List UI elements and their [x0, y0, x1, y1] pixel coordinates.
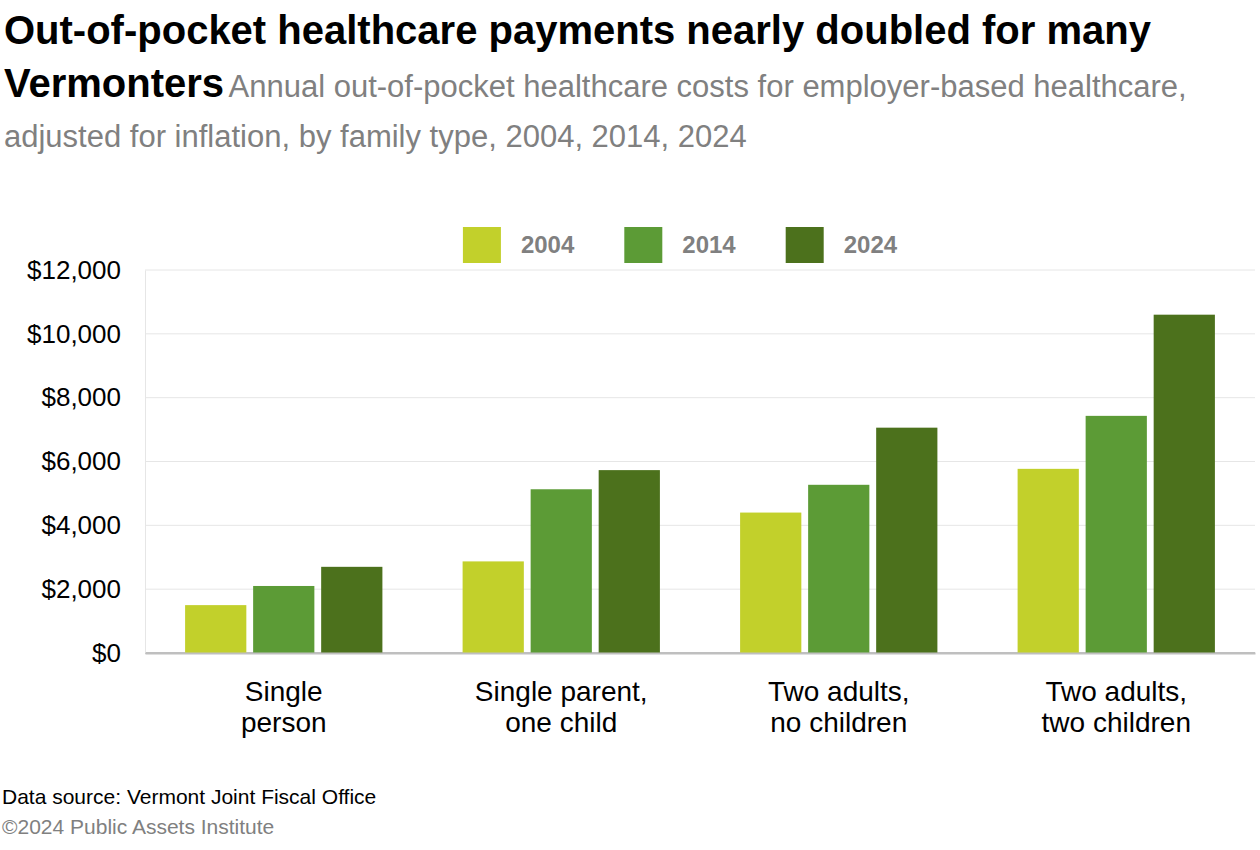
y-axis: $0 $2,000 $4,000 $6,000 $8,000 $10,000 $12,000: [27, 255, 145, 668]
grid-line: [145, 270, 1255, 271]
bar: [876, 428, 937, 653]
source: Data source: Vermont Joint Fiscal Office: [2, 785, 376, 808]
y-tick-label: $12,000: [27, 255, 121, 285]
bar: [1154, 315, 1215, 653]
series: [185, 469, 1079, 653]
x-axis-line: [146, 653, 1256, 655]
y-tick: $10,000: [27, 319, 145, 349]
x-tick-label: Singleperson: [241, 676, 327, 738]
x-tick: Two adults,two children: [1042, 653, 1191, 738]
credit: ©2024 Public Assets Institute: [2, 815, 274, 838]
bars: [185, 315, 1215, 653]
legend-label: 2024: [844, 231, 898, 258]
legend-item: 2014: [624, 227, 736, 263]
y-tick: $2,000: [41, 574, 145, 604]
grid-line: [145, 333, 1255, 334]
legend-swatch: [624, 227, 662, 263]
y-tick: $12,000: [27, 255, 145, 285]
y-tick-label: $6,000: [41, 446, 121, 476]
chart: $0 $2,000 $4,000 $6,000 $8,000 $10,000 $12,000…: [0, 0, 1260, 850]
bar: [185, 605, 246, 653]
y-tick-label: $10,000: [27, 319, 121, 349]
legend: 2004 2014 2024: [463, 227, 898, 263]
x-tick: Singleperson: [241, 653, 327, 738]
legend-item: 2004: [463, 227, 575, 263]
legend-swatch: [786, 227, 824, 263]
y-tick-label: $4,000: [41, 510, 121, 540]
bar: [1086, 416, 1147, 653]
y-tick: $8,000: [41, 382, 145, 412]
series: [321, 315, 1215, 653]
x-tick: Single parent,one child: [475, 653, 648, 738]
x-axis: Singleperson Single parent,one child Two a…: [146, 653, 1256, 738]
x-tick: Two adults,no children: [768, 653, 910, 738]
x-tick-label: Single parent,one child: [475, 676, 648, 738]
legend-item: 2024: [786, 227, 898, 263]
y-tick-label: $2,000: [41, 574, 121, 604]
x-tick-label: Two adults,no children: [768, 676, 910, 738]
y-tick-label: $8,000: [41, 382, 121, 412]
bar: [808, 485, 869, 653]
y-axis-line: [145, 271, 146, 654]
y-tick: $4,000: [41, 510, 145, 540]
y-tick: $6,000: [41, 446, 145, 476]
x-tick-label: Two adults,two children: [1042, 676, 1191, 738]
series: [253, 416, 1147, 653]
legend-label: 2004: [521, 231, 575, 258]
bar: [599, 470, 660, 653]
y-tick: $0: [92, 638, 145, 668]
bar: [531, 489, 592, 653]
bar: [463, 561, 524, 653]
bar: [321, 567, 382, 653]
bar: [253, 586, 314, 653]
legend-label: 2014: [682, 231, 736, 258]
y-tick-label: $0: [92, 638, 121, 668]
bar: [1018, 469, 1079, 653]
legend-swatch: [463, 227, 501, 263]
grid-line: [145, 397, 1255, 398]
bar: [740, 513, 801, 653]
grid: [145, 270, 1255, 653]
